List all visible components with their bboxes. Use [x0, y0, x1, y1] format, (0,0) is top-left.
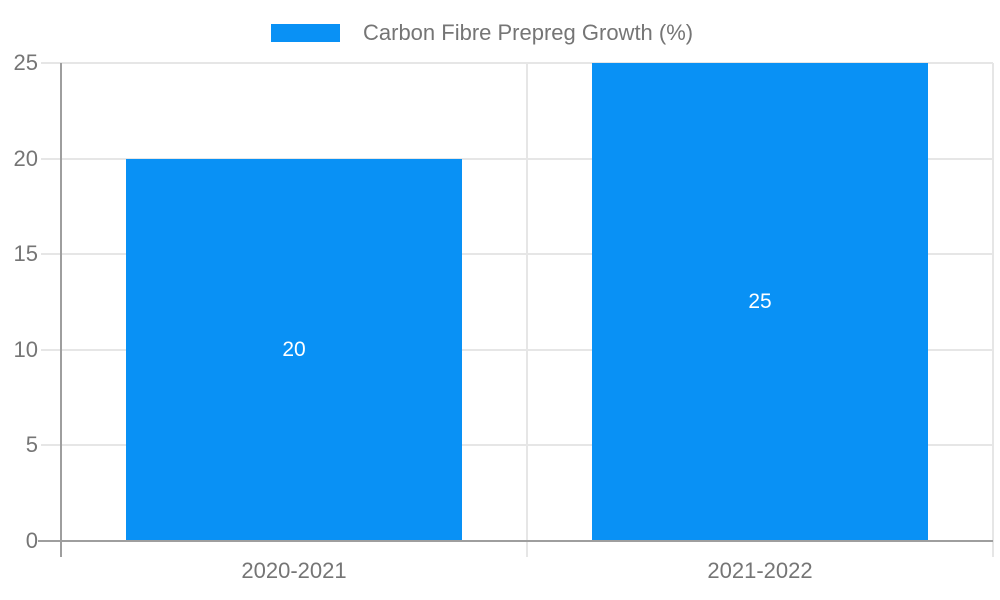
y-axis-tick-label: 25: [13, 50, 38, 75]
gridline-y-20: [41, 157, 993, 160]
gridline-y-10: [41, 348, 993, 351]
legend-item[interactable]: Carbon Fibre Prepreg Growth (%): [271, 20, 693, 46]
gridline-y-5: [41, 444, 993, 447]
legend-swatch-icon: [271, 24, 340, 42]
gridline-x-1: [526, 63, 528, 557]
x-axis-tick-label: 2020-2021: [241, 558, 347, 583]
gridline-y-25: [41, 62, 993, 64]
bar-value-label: 25: [748, 290, 772, 313]
bar-2020-2021[interactable]: [126, 158, 462, 541]
gridline-x-2: [992, 63, 994, 557]
y-axis-tick-label: 15: [13, 241, 38, 267]
y-axis-tick-label: 5: [25, 432, 38, 458]
x-axis-line: [38, 540, 993, 542]
bar-2021-2022[interactable]: [592, 63, 928, 541]
y-axis-tick-label: 20: [13, 145, 38, 171]
gridline-y-15: [41, 253, 993, 256]
bar-value-label: 20: [282, 337, 306, 361]
x-axis-tick-label: 2021-2022: [707, 558, 813, 583]
legend-label: Carbon Fibre Prepreg Growth (%): [363, 20, 694, 45]
y-axis-tick-label: 10: [13, 336, 38, 362]
y-axis-line: [60, 63, 62, 557]
y-axis-tick-label: 0: [25, 528, 38, 553]
